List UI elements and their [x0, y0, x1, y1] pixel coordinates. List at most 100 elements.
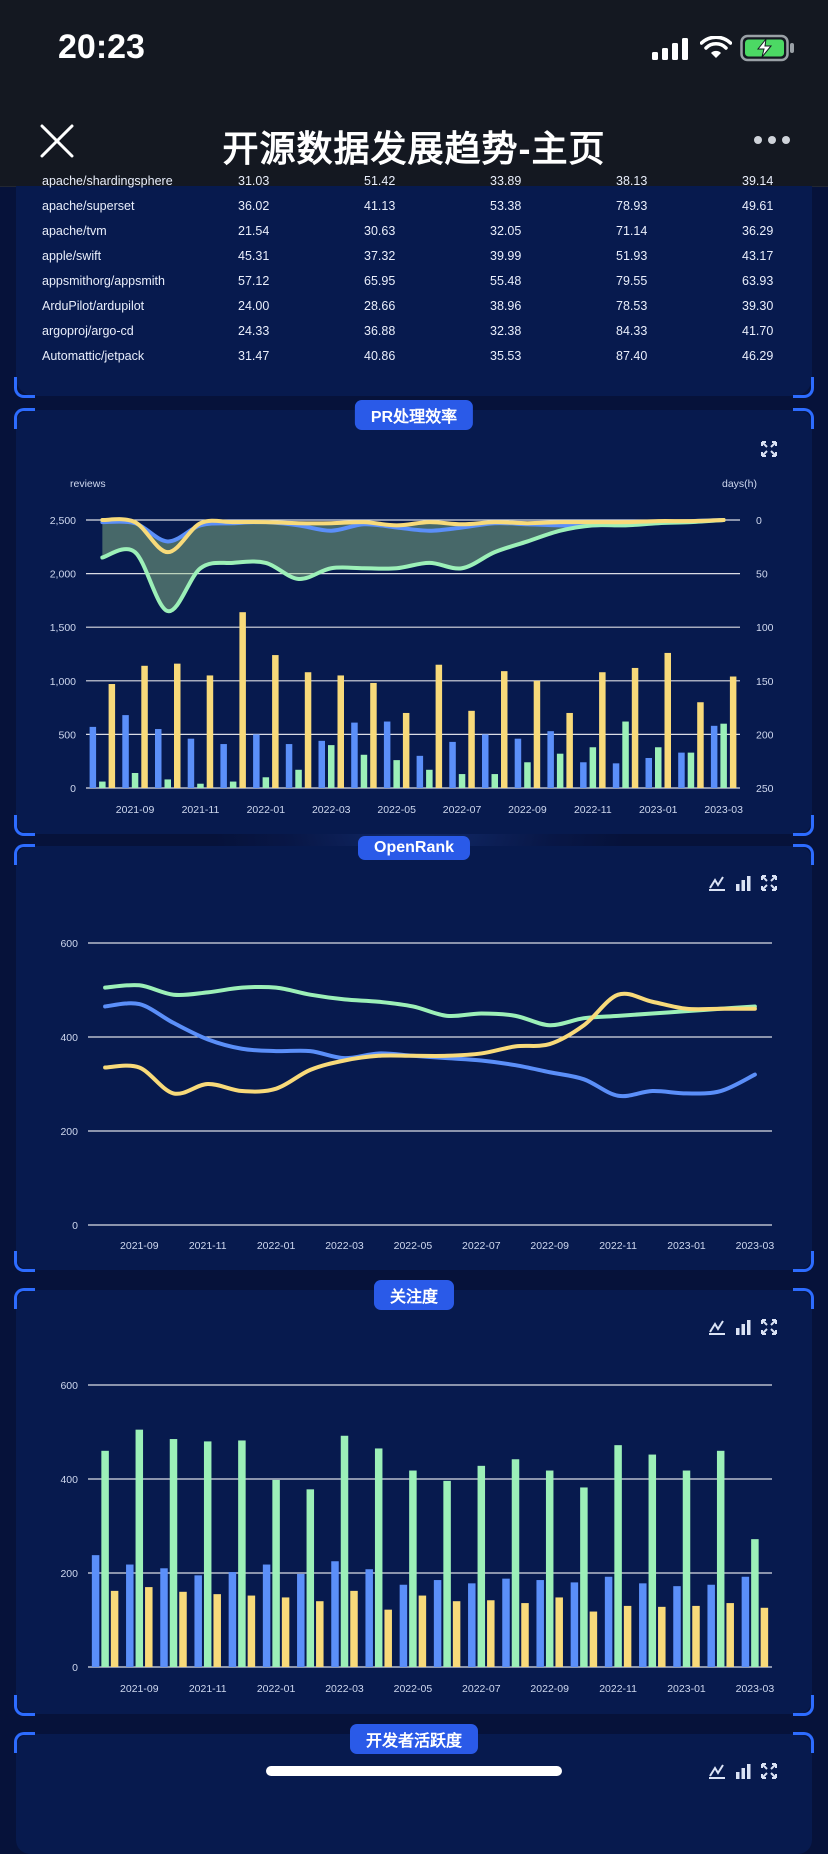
bar: [678, 752, 685, 788]
bar: [272, 655, 279, 788]
bar: [741, 1576, 750, 1667]
x-tick-label: 2022-01: [247, 804, 286, 816]
bar: [599, 672, 606, 788]
bar: [555, 1597, 563, 1667]
x-tick-label: 2022-01: [257, 1683, 296, 1695]
bar: [295, 769, 302, 788]
bar: [673, 1586, 681, 1667]
x-tick-label: 2023-03: [736, 1683, 775, 1695]
table-row: apple/swift 45.31 37.32 39.99 51.93 43.17: [42, 249, 802, 269]
bar: [384, 1609, 392, 1667]
bar: [502, 1578, 510, 1667]
score-cell: 87.40: [616, 349, 648, 363]
bar: [160, 1568, 168, 1667]
bar: [604, 1576, 613, 1667]
bar: [297, 1573, 305, 1667]
bar: [726, 1603, 734, 1667]
bar: [306, 1489, 315, 1667]
bar: [262, 1564, 271, 1667]
home-indicator[interactable]: [266, 1766, 562, 1776]
ranking-table: apache/shardingsphere 31.03 51.42 33.89 38.1…: [14, 174, 814, 398]
bar: [545, 1470, 554, 1667]
bar: [692, 1605, 700, 1667]
bar: [122, 715, 129, 788]
bar: [443, 1480, 451, 1667]
score-cell: 63.93: [742, 274, 774, 288]
bar: [91, 1555, 100, 1667]
bar: [99, 781, 106, 788]
close-icon[interactable]: [36, 120, 78, 162]
bar: [174, 663, 181, 788]
series-line: [103, 983, 757, 1028]
bar: [164, 779, 171, 788]
score-cell: 39.99: [490, 249, 522, 263]
bar: [524, 762, 531, 788]
y-tick-label: 500: [58, 729, 76, 741]
bar: [664, 652, 671, 788]
line-chart-icon[interactable]: [708, 874, 726, 892]
bar: [169, 1439, 178, 1667]
developer-activity-panel: 开发者活跃度: [14, 1724, 814, 1854]
bar: [155, 729, 162, 788]
score-cell: 79.55: [616, 274, 648, 288]
bar: [350, 1590, 358, 1667]
bar: [206, 675, 214, 788]
bar: [108, 684, 116, 788]
bar: [399, 1584, 408, 1667]
bar: [612, 763, 620, 788]
expand-icon[interactable]: [760, 1762, 778, 1780]
expand-icon[interactable]: [760, 440, 778, 458]
panel-title: 关注度: [373, 1280, 455, 1310]
bar: [318, 740, 325, 788]
bar: [340, 1435, 349, 1667]
y2-tick-label: 50: [756, 569, 768, 581]
score-cell: 51.42: [364, 174, 396, 188]
bar-chart-icon[interactable]: [734, 874, 752, 892]
bar: [328, 745, 335, 788]
bar: [645, 757, 652, 788]
repo-name-cell: ArduPilot/ardupilot: [42, 299, 145, 313]
more-icon[interactable]: [752, 134, 792, 146]
bar: [589, 747, 597, 788]
bar: [426, 769, 433, 788]
bar: [247, 1595, 256, 1667]
score-cell: 43.17: [742, 249, 774, 263]
x-tick-label: 2022-05: [377, 804, 416, 816]
line-chart-icon[interactable]: [708, 1318, 726, 1336]
y2-tick-label: 250: [756, 783, 774, 795]
bar-chart-icon[interactable]: [734, 1762, 752, 1780]
score-cell: 53.38: [490, 199, 522, 213]
bar: [623, 1605, 632, 1667]
score-cell: 31.47: [238, 349, 270, 363]
y-tick-label: 1,000: [50, 676, 76, 688]
battery-icon: [740, 34, 794, 62]
bar: [501, 671, 508, 788]
y-tick-label: 2,500: [50, 515, 76, 527]
pr-efficiency-chart: reviews days(h) 0 500 1,000 1,500 2,000 2,500 0 5…: [50, 478, 774, 816]
x-tick-label: 2022-09: [530, 1683, 569, 1695]
bar: [547, 731, 554, 788]
expand-icon[interactable]: [760, 874, 778, 892]
y-tick-label: 1,500: [50, 622, 76, 634]
score-cell: 36.88: [364, 324, 396, 338]
line-chart-icon[interactable]: [708, 1762, 726, 1780]
bar: [337, 675, 344, 788]
bar-chart-icon[interactable]: [734, 1318, 752, 1336]
y-tick-label: 200: [60, 1126, 78, 1138]
bar: [365, 1569, 373, 1667]
bar: [316, 1601, 324, 1667]
attention-panel: 关注度 0 200 400 600 2021-09 2021-11 2022-01 2022-…: [14, 1280, 814, 1716]
x-tick-label: 2021-09: [120, 1240, 159, 1252]
repo-name-cell: appsmithorg/appsmith: [42, 274, 165, 288]
bar: [556, 753, 564, 788]
bar: [514, 738, 522, 788]
expand-icon[interactable]: [760, 1318, 778, 1336]
x-tick-label: 2022-11: [599, 1683, 637, 1695]
y2-tick-label: 100: [756, 622, 774, 634]
bar: [145, 1587, 153, 1667]
y-tick-label: 0: [70, 783, 76, 795]
x-tick-label: 2021-09: [120, 1683, 159, 1695]
series-line: [100, 518, 726, 614]
x-tick-label: 2022-03: [325, 1683, 364, 1695]
status-time: 20:23: [58, 28, 145, 66]
